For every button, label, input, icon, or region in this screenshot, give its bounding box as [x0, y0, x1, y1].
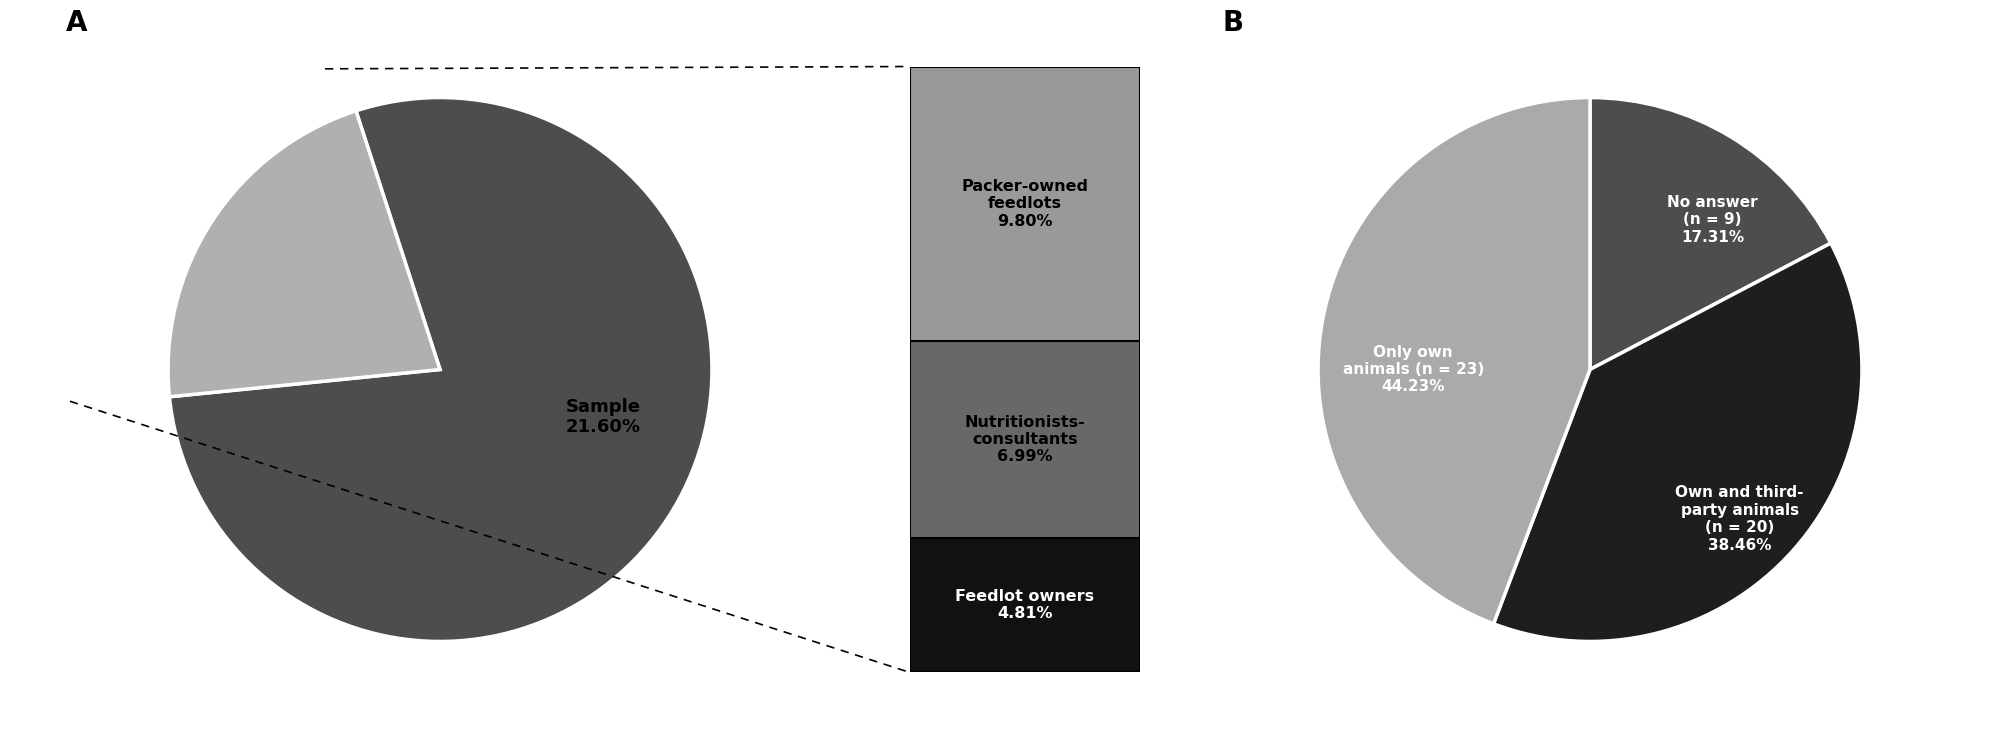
- Bar: [910, 341, 1140, 537]
- Wedge shape: [1494, 243, 1862, 641]
- Wedge shape: [1318, 98, 1590, 624]
- Text: Packer-owned
feedlots
9.80%: Packer-owned feedlots 9.80%: [962, 179, 1088, 229]
- Text: Feedlot owners
4.81%: Feedlot owners 4.81%: [956, 589, 1094, 621]
- Wedge shape: [168, 111, 440, 397]
- Text: Own and third-
party animals
(n = 20)
38.46%: Own and third- party animals (n = 20) 38…: [1676, 486, 1804, 553]
- Text: B: B: [1222, 9, 1244, 37]
- Wedge shape: [1590, 98, 1830, 370]
- Text: Sample
21.60%: Sample 21.60%: [566, 398, 640, 437]
- Text: No answer
(n = 9)
17.31%: No answer (n = 9) 17.31%: [1668, 195, 1758, 245]
- Text: Slaughtered animals in feedlots
in 2015 (Anualpec, 2018)
4.01 million animals: Slaughtered animals in feedlots in 2015 …: [0, 544, 58, 603]
- Wedge shape: [170, 98, 712, 641]
- Bar: [910, 67, 1140, 341]
- Text: Only own
animals (n = 23)
44.23%: Only own animals (n = 23) 44.23%: [1342, 344, 1484, 395]
- Text: A: A: [66, 9, 88, 37]
- Text: Nutritionists-
consultants
6.99%: Nutritionists- consultants 6.99%: [964, 415, 1086, 464]
- Bar: [910, 537, 1140, 672]
